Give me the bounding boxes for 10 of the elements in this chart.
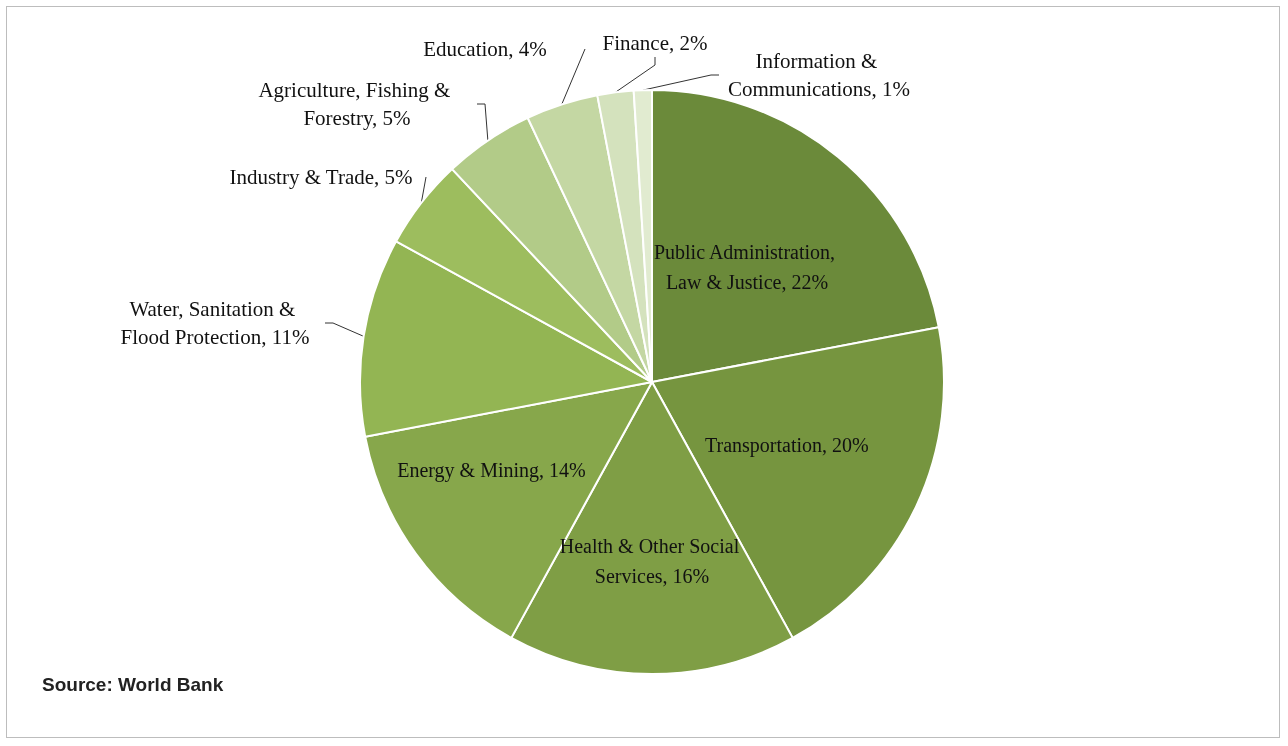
- slice-label: Public Administration, Law & Justice, 22%: [653, 241, 841, 294]
- slice-label: Information & Communications, 1%: [728, 49, 910, 101]
- slice-label: Agriculture, Fishing & Forestry, 5%: [258, 78, 456, 130]
- slice-label: Transportation, 20%: [704, 434, 869, 458]
- source-note: Source: World Bank: [42, 674, 224, 696]
- slice-label: Industry & Trade, 5%: [229, 165, 413, 189]
- slice-label: Finance, 2%: [602, 31, 708, 55]
- slice-label: Water, Sanitation & Flood Protection, 11%: [120, 297, 310, 349]
- slice-label: Education, 4%: [423, 37, 547, 61]
- slice-label: Energy & Mining, 14%: [397, 458, 586, 482]
